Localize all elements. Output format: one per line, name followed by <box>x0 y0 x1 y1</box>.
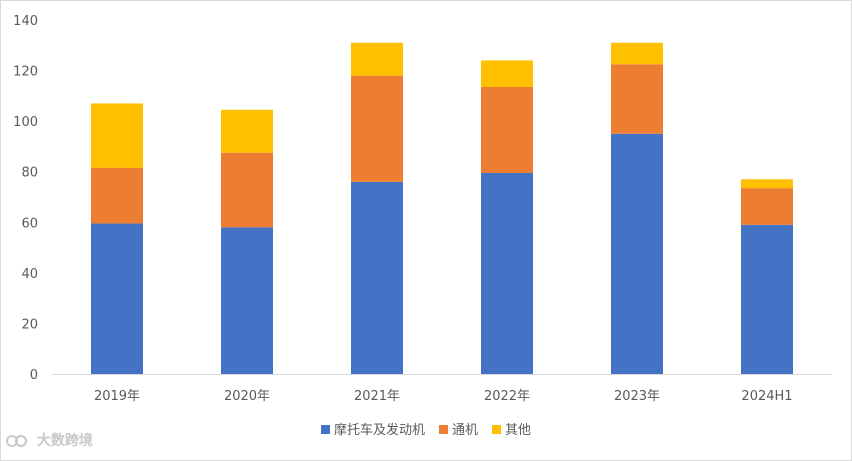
bars <box>91 42 793 374</box>
bar-segment <box>481 60 533 88</box>
x-tick-label: 2021年 <box>354 389 400 404</box>
bar-segment <box>481 87 533 173</box>
legend-swatch <box>321 425 330 434</box>
bar-segment <box>741 179 793 189</box>
bar-segment <box>741 224 793 374</box>
y-tick-label: 40 <box>21 267 38 282</box>
y-tick-label: 20 <box>21 317 38 332</box>
legend-label: 摩托车及发动机 <box>334 422 425 438</box>
y-tick-label: 100 <box>13 115 38 130</box>
bar-segment <box>611 64 663 134</box>
x-tick-label: 2022年 <box>484 389 530 404</box>
bar-segment <box>481 172 533 374</box>
legend-label: 其他 <box>505 423 531 438</box>
bar-segment <box>91 103 143 168</box>
legend: 摩托车及发动机 通机 其他 <box>321 422 531 438</box>
bar-segment <box>91 167 143 224</box>
legend-label: 通机 <box>452 423 478 438</box>
bar-segment <box>351 42 403 76</box>
x-tick-label: 2023年 <box>614 389 660 404</box>
bar-segment <box>221 109 273 153</box>
watermark-text: 大数跨境 <box>36 433 93 449</box>
bar-segment <box>91 223 143 374</box>
bar-segment <box>221 227 273 374</box>
y-tick-label: 140 <box>13 14 38 29</box>
bar-segment <box>611 42 663 65</box>
x-tick-label: 2019年 <box>94 389 140 404</box>
y-axis: 0 20 40 60 80 100 120 140 <box>13 14 38 383</box>
watermark: 大数跨境 <box>6 430 93 450</box>
y-tick-label: 0 <box>30 368 38 383</box>
bar-segment <box>351 181 403 374</box>
bar-segment <box>221 152 273 228</box>
legend-swatch <box>492 425 501 434</box>
y-tick-label: 60 <box>21 216 38 231</box>
bar-segment <box>611 133 663 374</box>
x-axis: 2019年 2020年 2021年 2022年 2023年 2024H1 <box>52 374 832 404</box>
x-tick-label: 2020年 <box>224 389 270 404</box>
x-tick-label: 2024H1 <box>741 389 792 404</box>
legend-swatch <box>439 425 448 434</box>
bar-segment <box>741 188 793 225</box>
y-tick-label: 80 <box>21 166 38 181</box>
bar-segment <box>351 75 403 182</box>
y-tick-label: 120 <box>13 65 38 80</box>
logo-icon <box>6 435 27 447</box>
